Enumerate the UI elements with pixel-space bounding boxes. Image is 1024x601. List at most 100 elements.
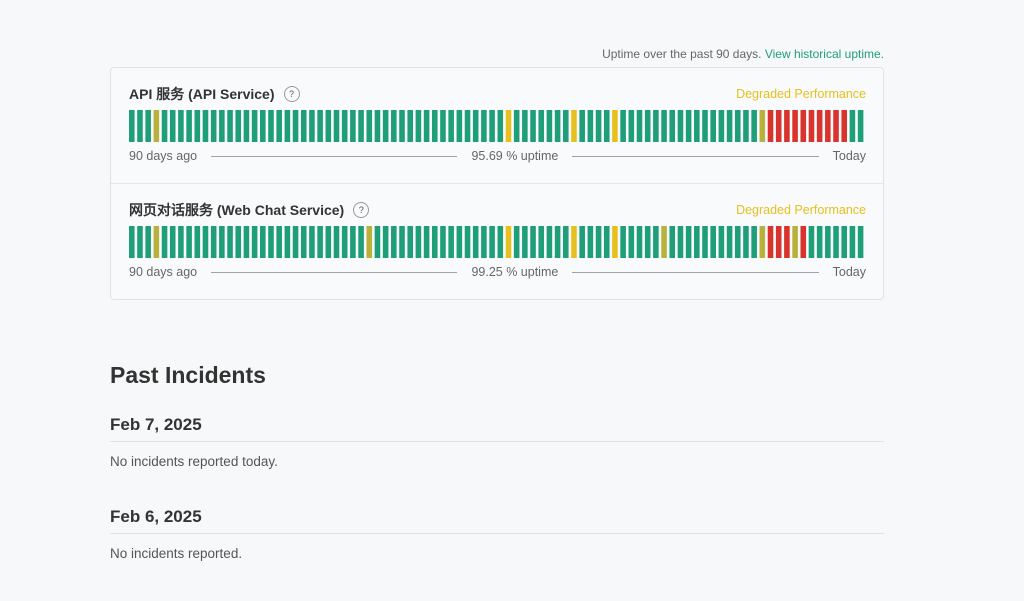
day-bar[interactable]	[595, 226, 602, 258]
day-bar[interactable]	[644, 110, 651, 142]
day-bar[interactable]	[243, 226, 250, 258]
day-bar[interactable]	[358, 110, 364, 142]
day-bar[interactable]	[669, 226, 676, 258]
day-bar[interactable]	[497, 110, 504, 142]
day-bar[interactable]	[292, 226, 299, 258]
day-bar[interactable]	[849, 226, 856, 258]
day-bar[interactable]	[636, 110, 643, 142]
day-bar[interactable]	[595, 110, 602, 142]
day-bar[interactable]	[350, 110, 356, 142]
day-bar[interactable]	[161, 110, 168, 142]
day-bar[interactable]	[276, 110, 282, 142]
day-bar[interactable]	[284, 226, 291, 258]
day-bar[interactable]	[169, 110, 176, 142]
day-bar[interactable]	[448, 226, 454, 258]
day-bar[interactable]	[587, 226, 594, 258]
day-bar[interactable]	[374, 110, 381, 142]
day-bar[interactable]	[857, 110, 864, 142]
day-bar[interactable]	[694, 110, 700, 142]
day-bar[interactable]	[464, 110, 471, 142]
day-bar[interactable]	[579, 226, 585, 258]
day-bar[interactable]	[571, 226, 577, 258]
day-bar[interactable]	[489, 226, 495, 258]
day-bar[interactable]	[251, 226, 258, 258]
day-bar[interactable]	[202, 110, 209, 142]
day-bar[interactable]	[374, 226, 381, 258]
day-bar[interactable]	[702, 110, 708, 142]
day-bar[interactable]	[620, 226, 626, 258]
day-bar[interactable]	[464, 226, 471, 258]
day-bar[interactable]	[407, 110, 413, 142]
day-bar[interactable]	[554, 226, 561, 258]
day-bar[interactable]	[210, 110, 217, 142]
day-bar[interactable]	[210, 226, 217, 258]
day-bar[interactable]	[440, 226, 446, 258]
day-bar[interactable]	[260, 226, 266, 258]
day-bar[interactable]	[546, 110, 553, 142]
day-bar[interactable]	[538, 226, 545, 258]
day-bar[interactable]	[431, 110, 438, 142]
day-bar[interactable]	[513, 110, 520, 142]
day-bar[interactable]	[808, 226, 815, 258]
day-bar[interactable]	[153, 226, 160, 258]
day-bar[interactable]	[489, 110, 495, 142]
day-bar[interactable]	[366, 110, 373, 142]
day-bar[interactable]	[628, 226, 635, 258]
day-bar[interactable]	[292, 110, 299, 142]
day-bar[interactable]	[751, 110, 757, 142]
day-bar[interactable]	[186, 226, 192, 258]
day-bar[interactable]	[710, 110, 716, 142]
day-bar[interactable]	[481, 226, 487, 258]
day-bar[interactable]	[628, 110, 635, 142]
day-bar[interactable]	[251, 110, 258, 142]
day-bar[interactable]	[587, 110, 594, 142]
day-bar[interactable]	[300, 110, 307, 142]
day-bar[interactable]	[726, 110, 733, 142]
day-bar[interactable]	[194, 226, 201, 258]
day-bar[interactable]	[202, 226, 209, 258]
day-bar[interactable]	[784, 226, 790, 258]
day-bar[interactable]	[309, 110, 315, 142]
day-bar[interactable]	[448, 110, 454, 142]
day-bar[interactable]	[505, 226, 512, 258]
day-bar[interactable]	[276, 226, 282, 258]
day-bar[interactable]	[743, 226, 749, 258]
day-bar[interactable]	[399, 226, 405, 258]
day-bar[interactable]	[571, 110, 577, 142]
day-bar[interactable]	[841, 226, 847, 258]
day-bar[interactable]	[440, 110, 446, 142]
day-bar[interactable]	[825, 110, 831, 142]
history-link[interactable]: View historical uptime.	[764, 47, 884, 61]
day-bar[interactable]	[399, 110, 405, 142]
day-bar[interactable]	[743, 110, 749, 142]
day-bar[interactable]	[137, 110, 143, 142]
day-bar[interactable]	[636, 226, 643, 258]
day-bar[interactable]	[759, 110, 766, 142]
day-bar[interactable]	[341, 226, 348, 258]
day-bar[interactable]	[178, 226, 184, 258]
day-bar[interactable]	[530, 110, 536, 142]
day-bar[interactable]	[726, 226, 733, 258]
day-bar[interactable]	[661, 110, 667, 142]
day-bar[interactable]	[620, 110, 626, 142]
day-bar[interactable]	[759, 226, 766, 258]
day-bar[interactable]	[415, 226, 422, 258]
day-bar[interactable]	[849, 110, 856, 142]
day-bar[interactable]	[472, 110, 479, 142]
day-bar[interactable]	[481, 110, 487, 142]
day-bar[interactable]	[522, 110, 528, 142]
day-bar[interactable]	[407, 226, 413, 258]
day-bar[interactable]	[129, 110, 135, 142]
day-bar[interactable]	[661, 226, 667, 258]
day-bar[interactable]	[603, 110, 610, 142]
day-bar[interactable]	[350, 226, 356, 258]
day-bar[interactable]	[456, 110, 463, 142]
day-bar[interactable]	[169, 226, 176, 258]
day-bar[interactable]	[366, 226, 373, 258]
day-bar[interactable]	[333, 226, 340, 258]
day-bar[interactable]	[161, 226, 168, 258]
day-bar[interactable]	[391, 226, 397, 258]
day-bar[interactable]	[530, 226, 536, 258]
help-icon[interactable]: ?	[283, 86, 300, 102]
day-bar[interactable]	[563, 226, 569, 258]
